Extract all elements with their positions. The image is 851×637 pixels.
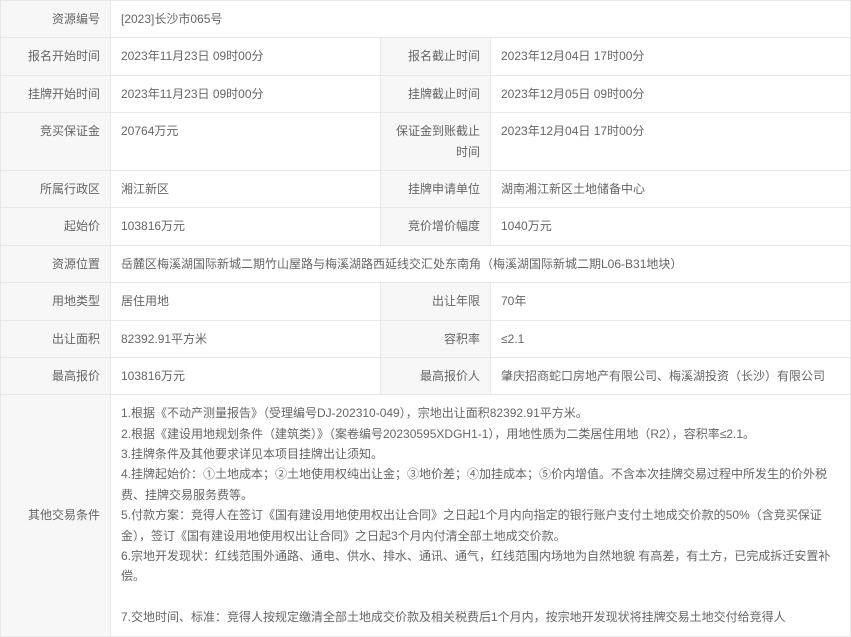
row-value: 肇庆招商蛇口房地产有限公司、梅溪湖投资（长沙）有限公司 <box>491 357 851 394</box>
row-label: 竞买保证金 <box>1 113 111 171</box>
row-label: 报名开始时间 <box>1 38 111 75</box>
row-label: 其他交易条件 <box>1 395 111 636</box>
condition-line: 6.宗地开发现状：红线范围外通路、通电、供水、排水、通讯、通气，红线范围内场地为… <box>121 546 840 587</box>
table-row: 竞买保证金20764万元保证金到账截止时间2023年12月04日 17时00分 <box>1 113 851 171</box>
table-row: 挂牌开始时间2023年11月23日 09时00分挂牌截止时间2023年12月05… <box>1 75 851 112</box>
row-label: 竞价增价幅度 <box>381 208 491 245</box>
row-label: 挂牌截止时间 <box>381 75 491 112</box>
row-value: 湖南湘江新区土地储备中心 <box>491 170 851 207</box>
row-label: 报名截止时间 <box>381 38 491 75</box>
row-label: 出让面积 <box>1 320 111 357</box>
row-value: 1040万元 <box>491 208 851 245</box>
row-label: 挂牌申请单位 <box>381 170 491 207</box>
row-label: 用地类型 <box>1 283 111 320</box>
row-value: 82392.91平方米 <box>111 320 381 357</box>
row-label: 资源位置 <box>1 245 111 282</box>
row-label: 挂牌开始时间 <box>1 75 111 112</box>
table-row: 出让面积82392.91平方米容积率≤2.1 <box>1 320 851 357</box>
row-value: 居住用地 <box>111 283 381 320</box>
condition-line: 3.挂牌条件及其他要求详见本项目挂牌出让须知。 <box>121 444 840 464</box>
row-label: 容积率 <box>381 320 491 357</box>
condition-line: 4.挂牌起始价：①土地成本；②土地使用权纯出让金；③地价差；④加挂成本；⑤价内增… <box>121 464 840 505</box>
table-row: 资源编号[2023]长沙市065号 <box>1 1 851 38</box>
row-value: 20764万元 <box>111 113 381 171</box>
row-value: 岳麓区梅溪湖国际新城二期竹山屋路与梅溪湖路西延线交汇处东南角（梅溪湖国际新城二期… <box>111 245 851 282</box>
row-value: 103816万元 <box>111 208 381 245</box>
row-value: 2023年12月04日 17时00分 <box>491 38 851 75</box>
info-table: 资源编号[2023]长沙市065号报名开始时间2023年11月23日 09时00… <box>0 0 851 637</box>
row-label: 起始价 <box>1 208 111 245</box>
row-value: ≤2.1 <box>491 320 851 357</box>
table-row: 所属行政区湘江新区挂牌申请单位湖南湘江新区土地储备中心 <box>1 170 851 207</box>
table-row: 报名开始时间2023年11月23日 09时00分报名截止时间2023年12月04… <box>1 38 851 75</box>
condition-line: 7.交地时间、标准：竞得人按规定缴清全部土地成交价款及相关税费后1个月内，按宗地… <box>121 607 840 627</box>
row-value: 2023年12月05日 09时00分 <box>491 75 851 112</box>
condition-line: 1.根据《不动产测量报告》（受理编号DJ-202310-049），宗地出让面积8… <box>121 403 840 423</box>
table-row: 用地类型居住用地出让年限70年 <box>1 283 851 320</box>
table-row: 起始价103816万元竞价增价幅度1040万元 <box>1 208 851 245</box>
row-value: 70年 <box>491 283 851 320</box>
row-label: 最高报价人 <box>381 357 491 394</box>
condition-line: 5.付款方案：竞得人在签订《国有建设用地使用权出让合同》之日起1个月内向指定的银… <box>121 505 840 546</box>
row-value: 湘江新区 <box>111 170 381 207</box>
row-value-multiline: 1.根据《不动产测量报告》（受理编号DJ-202310-049），宗地出让面积8… <box>111 395 851 636</box>
row-value: 2023年11月23日 09时00分 <box>111 38 381 75</box>
row-label: 所属行政区 <box>1 170 111 207</box>
condition-line: 2.根据《建设用地规划条件（建筑类）》（案卷编号20230595XDGH1-1）… <box>121 424 840 444</box>
row-value: [2023]长沙市065号 <box>111 1 851 38</box>
row-label: 最高报价 <box>1 357 111 394</box>
row-value: 103816万元 <box>111 357 381 394</box>
table-row: 其他交易条件 1.根据《不动产测量报告》（受理编号DJ-202310-049），宗… <box>1 395 851 636</box>
row-label: 保证金到账截止时间 <box>381 113 491 171</box>
row-value: 2023年11月23日 09时00分 <box>111 75 381 112</box>
table-row: 资源位置岳麓区梅溪湖国际新城二期竹山屋路与梅溪湖路西延线交汇处东南角（梅溪湖国际… <box>1 245 851 282</box>
row-value: 2023年12月04日 17时00分 <box>491 113 851 171</box>
row-label: 资源编号 <box>1 1 111 38</box>
condition-line <box>121 587 840 607</box>
table-row: 最高报价103816万元最高报价人肇庆招商蛇口房地产有限公司、梅溪湖投资（长沙）… <box>1 357 851 394</box>
row-label: 出让年限 <box>381 283 491 320</box>
